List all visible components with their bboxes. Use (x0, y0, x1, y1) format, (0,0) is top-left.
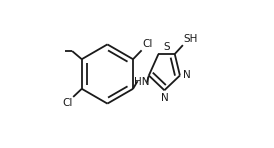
Text: Cl: Cl (142, 39, 153, 49)
Text: HN: HN (133, 77, 149, 87)
Text: Cl: Cl (62, 98, 72, 108)
Text: N: N (182, 70, 190, 81)
Text: N: N (161, 93, 168, 103)
Text: SH: SH (184, 34, 198, 44)
Text: S: S (163, 42, 170, 52)
